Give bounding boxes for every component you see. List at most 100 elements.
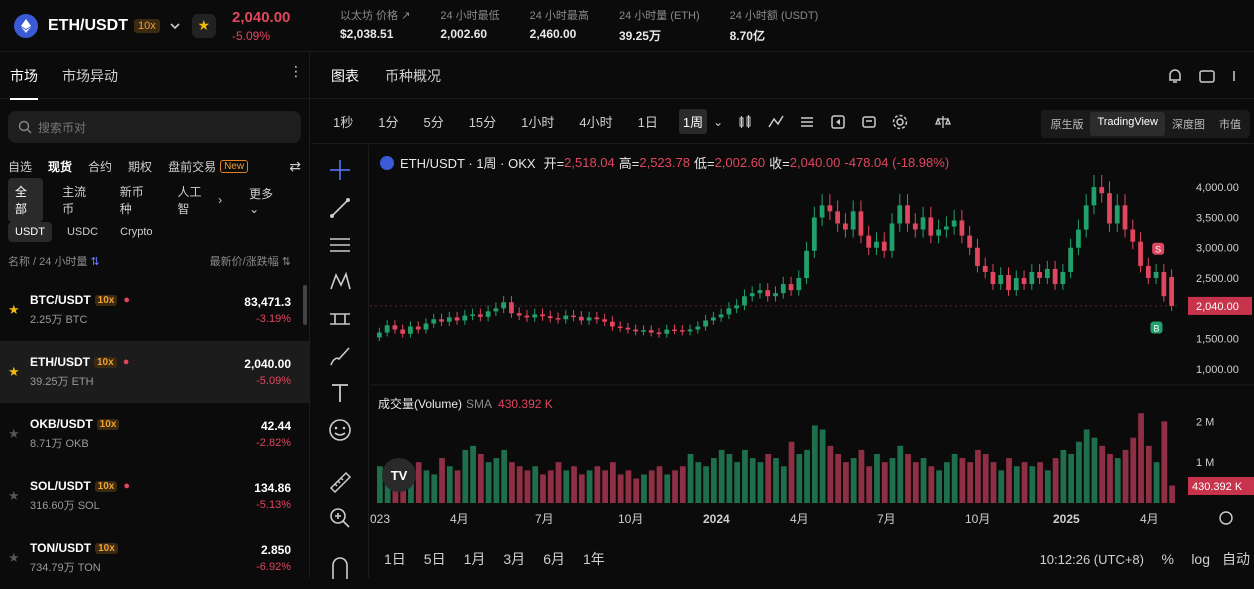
interval-5m[interactable]: 5分 [423, 115, 444, 130]
star-icon[interactable]: ★ [8, 302, 20, 317]
range-1m[interactable]: 1月 [463, 551, 486, 567]
col-price-change[interactable]: 最新价/涨跌幅 ⇅ [209, 256, 291, 268]
emoji-icon[interactable] [327, 417, 353, 443]
volume-bar [555, 462, 562, 503]
chart-area[interactable]: S B 4,000.00 3,500.00 3,000.00 2,500.00 1,500… [370, 145, 1254, 578]
brush-icon[interactable] [327, 343, 353, 369]
list-item[interactable]: ★ ETH/USDT 10x ● 39.25万 ETH 2,040.00 -5.09… [0, 341, 309, 403]
candle-body [423, 323, 429, 330]
cat-options[interactable]: 期权 [128, 159, 153, 174]
axis-settings-icon[interactable] [1219, 511, 1233, 525]
pair-selector[interactable]: ETH/USDT 10x ★ [0, 13, 232, 38]
volume-bar [1099, 445, 1106, 503]
tab-market[interactable]: 市场 [10, 67, 38, 100]
star-icon[interactable]: ★ [8, 426, 20, 441]
scrollbar[interactable] [303, 285, 307, 325]
more-dropdown[interactable]: 更多 ⌄ [249, 186, 274, 216]
tab-chart[interactable]: 图表 [331, 67, 359, 84]
zoom-in-icon[interactable] [327, 505, 353, 531]
interval-1d[interactable]: 1日 [637, 115, 658, 130]
interval-4h[interactable]: 4小时 [579, 115, 613, 130]
list-item[interactable]: ★ BTC/USDT 10x ● 2.25万 BTC 83,471.3 -3.19% [8, 293, 291, 326]
range-1d[interactable]: 1日 [384, 551, 406, 567]
quote-crypto[interactable]: Crypto [120, 226, 153, 238]
panel-toggle-icon[interactable] [1230, 67, 1248, 85]
filter-all[interactable]: 全部 [8, 178, 44, 222]
magnet-icon[interactable] [327, 553, 353, 579]
list-icon[interactable] [798, 113, 816, 131]
favorite-star-button[interactable]: ★ [191, 13, 216, 38]
external-link-icon[interactable]: ↗ [401, 10, 411, 22]
view-tradingview[interactable]: TradingView [1090, 112, 1165, 136]
candle-body [1029, 271, 1035, 285]
compare-icon[interactable] [934, 113, 952, 131]
x-tick-label: 7月 [877, 512, 896, 526]
auto-scale-button[interactable]: 自动 [1222, 551, 1250, 567]
pattern-icon[interactable] [327, 269, 353, 295]
chevron-down-icon[interactable] [168, 19, 182, 33]
filter-new[interactable]: 新币种 [119, 185, 144, 216]
cat-premarket[interactable]: 盘前交易 [168, 159, 217, 174]
range-3m[interactable]: 3月 [503, 551, 526, 567]
volume-bar [1060, 449, 1067, 503]
volume-bar [1052, 458, 1059, 503]
kebab-menu-icon[interactable]: ⋮ [289, 63, 303, 79]
chevron-down-icon[interactable]: ⌄ [713, 114, 724, 129]
col-name-volume[interactable]: 名称 / 24 小时量 ⇅ [8, 256, 100, 268]
candle-type-icon[interactable] [736, 113, 754, 131]
list-item[interactable]: ★ SOL/USDT 10x ● 316.60万 SOL 134.86 -5.13% [8, 479, 291, 512]
quote-usdt[interactable]: USDT [8, 222, 52, 242]
text-tool-icon[interactable] [327, 380, 353, 406]
hot-icon: ● [123, 294, 131, 306]
cat-spot[interactable]: 现货 [48, 159, 73, 174]
cat-futures[interactable]: 合约 [88, 159, 113, 174]
star-icon[interactable]: ★ [8, 364, 20, 379]
measure-lines-icon[interactable] [327, 306, 353, 332]
trendline-icon[interactable] [327, 195, 353, 221]
gear-icon[interactable] [891, 113, 909, 131]
candle-body [625, 327, 631, 330]
interval-1w[interactable]: 1周 [678, 109, 708, 134]
tab-market-movers[interactable]: 市场异动 [62, 67, 118, 84]
timezone-clock[interactable]: 10:12:26 (UTC+8) [1039, 551, 1144, 567]
list-item[interactable]: ★ OKB/USDT 10x 8.71万 OKB 42.44 -2.82% [8, 417, 291, 450]
star-icon[interactable]: ★ [8, 488, 20, 503]
template-icon[interactable] [860, 113, 878, 131]
star-icon[interactable]: ★ [8, 550, 20, 565]
cat-favorites[interactable]: 自选 [8, 159, 33, 174]
percent-scale-button[interactable]: % [1161, 551, 1174, 567]
view-original[interactable]: 原生版 [1050, 119, 1084, 131]
interval-1s[interactable]: 1秒 [333, 115, 354, 130]
quote-usdc[interactable]: USDC [66, 226, 99, 238]
chevron-right-icon[interactable]: › [218, 193, 223, 207]
search-input[interactable]: 搜索币对 [8, 111, 301, 143]
interval-1m[interactable]: 1分 [378, 115, 399, 130]
list-item[interactable]: ★ TON/USDT 10x 734.79万 TON 2.850 -6.92% [8, 541, 291, 574]
alert-bell-icon[interactable] [1166, 67, 1184, 85]
replay-icon[interactable] [829, 113, 847, 131]
volume-bar [959, 458, 966, 503]
volume-bar [773, 458, 779, 503]
swap-icon[interactable]: ⇄ [289, 157, 301, 174]
parallel-lines-icon[interactable] [327, 232, 353, 258]
range-5d[interactable]: 5日 [423, 551, 446, 567]
candlestick-chart[interactable]: S B 4,000.00 3,500.00 3,000.00 2,500.00 1,500… [370, 145, 1254, 540]
volume-bar [509, 462, 515, 503]
ruler-icon[interactable] [327, 469, 353, 495]
interval-15m[interactable]: 15分 [468, 115, 497, 130]
volume-bar [1013, 466, 1020, 503]
filter-major[interactable]: 主流币 [62, 185, 87, 216]
crosshair-icon[interactable] [327, 157, 353, 183]
interval-1h[interactable]: 1小时 [521, 115, 555, 130]
tradingview-logo[interactable]: TV [382, 458, 416, 492]
range-1y[interactable]: 1年 [582, 551, 605, 567]
window-icon[interactable] [1198, 67, 1216, 85]
range-6m[interactable]: 6月 [543, 551, 565, 567]
new-badge: New [220, 159, 249, 173]
log-scale-button[interactable]: log [1191, 551, 1210, 567]
indicators-icon[interactable] [767, 113, 785, 131]
view-marketcap[interactable]: 市值 [1219, 119, 1241, 131]
filter-ai[interactable]: 人工智 [177, 185, 202, 216]
tab-coin-overview[interactable]: 币种概况 [385, 67, 441, 84]
view-depth[interactable]: 深度图 [1172, 119, 1205, 131]
